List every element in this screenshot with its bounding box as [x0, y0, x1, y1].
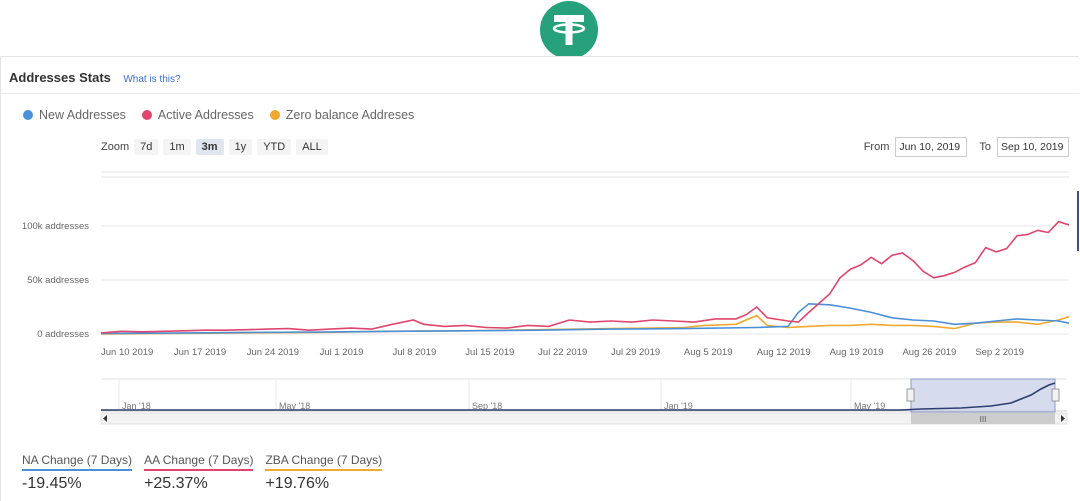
na-change-stat: NA Change (7 Days) -19.45% — [22, 453, 133, 493]
zoom-7d-button[interactable]: 7d — [134, 139, 159, 155]
navigator-series-line — [101, 382, 1056, 411]
na-change-label: NA Change (7 Days) — [22, 453, 133, 471]
navigator-label: Sep '18 — [472, 401, 502, 411]
series-line-zero-balance-addreses — [100, 314, 1070, 335]
navigator-label: Jan '19 — [664, 401, 693, 411]
x-tick-label: Jul 29 2019 — [611, 347, 660, 358]
zoom-all-button[interactable]: ALL — [296, 139, 328, 155]
na-change-value: -19.45% — [22, 475, 82, 492]
new-addresses-dot-icon — [23, 110, 33, 120]
zoom-1y-button[interactable]: 1y — [228, 139, 253, 155]
active-addresses-dot-icon — [141, 110, 152, 120]
navigator-scrollbar-thumb[interactable] — [911, 413, 1055, 424]
navigator-scrollbar-track[interactable] — [100, 412, 1068, 425]
zba-change-stat: ZBA Change (7 Days) +19.76% — [265, 453, 383, 493]
zoom-1m-button[interactable]: 1m — [163, 139, 191, 155]
legend-active-addresses[interactable]: Active Addresses — [141, 108, 254, 122]
to-date-input[interactable] — [997, 137, 1069, 157]
y-tick-label: 0 addresses — [37, 329, 89, 340]
x-tick-label: Jul 22 2019 — [538, 347, 587, 358]
legend-zero-balance[interactable]: Zero balance Addreses — [269, 108, 415, 122]
zoom-label: Zoom — [101, 141, 130, 153]
legend-label: Active Addresses — [157, 108, 254, 122]
navigator-left-handle[interactable] — [906, 388, 915, 402]
x-tick-label: Jun 24 2019 — [247, 347, 299, 358]
to-label: To — [979, 141, 991, 153]
zoom-ytd-button[interactable]: YTD — [257, 139, 292, 155]
x-tick-label: Aug 5 2019 — [684, 347, 733, 358]
zero-balance-dot-icon — [269, 110, 280, 120]
header-divider — [1, 93, 1079, 94]
zoom-selector: Zoom 7d 1m 3m 1y YTD ALL — [101, 139, 328, 155]
from-date-input[interactable] — [895, 137, 968, 157]
scroll-accent — [1077, 191, 1079, 251]
y-tick-label: 100k addresses — [22, 221, 89, 232]
aa-change-value: +25.37% — [144, 475, 208, 492]
navigator-right-handle[interactable] — [1051, 388, 1060, 402]
navigator-label: May '19 — [854, 401, 885, 411]
zoom-3m-button[interactable]: 3m — [195, 139, 224, 155]
page-title: Addresses Stats — [9, 70, 111, 85]
zba-change-label: ZBA Change (7 Days) — [265, 453, 383, 471]
legend-new-addresses[interactable]: New Addresses — [23, 108, 126, 122]
series-line-active-addresses — [100, 220, 1070, 334]
date-range: From To — [864, 137, 1069, 157]
scroll-right-arrow-icon[interactable] — [1061, 415, 1065, 422]
aa-change-label: AA Change (7 Days) — [144, 453, 254, 471]
navigator-label: May '18 — [279, 401, 310, 411]
chart-legend: New Addresses Active Addresses Zero bala… — [23, 108, 414, 122]
x-tick-label: Aug 26 2019 — [902, 347, 956, 358]
x-tick-label: Sep 2 2019 — [975, 347, 1024, 358]
x-tick-label: Jul 15 2019 — [465, 347, 514, 358]
legend-label: New Addresses — [39, 108, 126, 122]
scrollbar-grip-icon: III — [980, 415, 987, 424]
change-stats: NA Change (7 Days) -19.45% AA Change (7 … — [22, 453, 383, 493]
x-tick-label: Jul 1 2019 — [320, 347, 364, 358]
series-line-new-addresses — [100, 302, 1070, 335]
x-tick-label: Aug 12 2019 — [757, 347, 811, 358]
main-chart: 0 addresses 50k addresses 100k addresses J… — [22, 171, 1070, 358]
x-tick-label: Aug 19 2019 — [830, 347, 884, 358]
header: Addresses Stats What is this? — [9, 69, 181, 89]
zba-change-value: +19.76% — [265, 475, 330, 492]
scroll-left-arrow-icon[interactable] — [103, 415, 107, 422]
what-is-this-link[interactable]: What is this? — [123, 74, 181, 85]
x-tick-label: Jul 8 2019 — [392, 347, 436, 358]
navigator-label: Jan '18 — [122, 401, 151, 411]
y-tick-label: 50k addresses — [27, 275, 89, 286]
tether-logo — [540, 1, 598, 59]
addresses-stats-panel: Addresses Stats What is this? New Addres… — [0, 56, 1079, 501]
legend-label: Zero balance Addreses — [285, 108, 415, 122]
from-label: From — [863, 141, 890, 153]
x-tick-label: Jun 10 2019 — [101, 347, 153, 358]
navigator: Jan '18 May '18 Sep '18 Jan '19 May '19 III — [100, 378, 1068, 425]
x-tick-label: Jun 17 2019 — [174, 347, 226, 358]
aa-change-stat: AA Change (7 Days) +25.37% — [144, 453, 254, 493]
